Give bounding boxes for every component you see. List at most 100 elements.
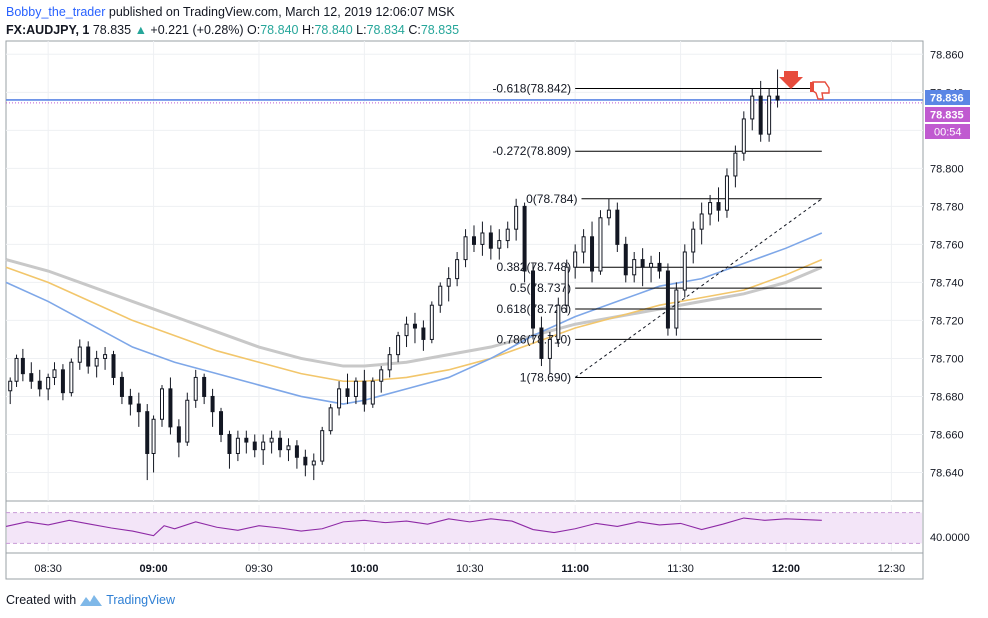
- candle-body: [539, 327, 544, 359]
- candle-body: [69, 361, 74, 394]
- candle-body: [128, 395, 133, 405]
- candle-body: [699, 213, 704, 230]
- candle-body: [353, 380, 358, 397]
- candle-body: [29, 373, 34, 382]
- candle-body: [404, 323, 409, 337]
- fib-level-label: -0.272(78.809): [492, 144, 571, 158]
- author-link[interactable]: Bobby_the_trader: [6, 5, 106, 19]
- candle-body: [185, 399, 190, 443]
- ma-orange-line: [5, 258, 823, 383]
- candle-body: [320, 430, 325, 462]
- last-price: 78.835: [92, 23, 132, 37]
- y-tick-label: 78.780: [930, 201, 964, 213]
- high-label: H:: [301, 23, 315, 37]
- candle-body: [77, 346, 82, 363]
- footer: Created with TradingView: [6, 593, 175, 607]
- candle-body: [581, 236, 586, 253]
- price-change: +0.221 (+0.28%): [150, 23, 244, 37]
- rsi-band: [7, 512, 922, 544]
- candle-body: [691, 228, 696, 253]
- candle-body: [219, 411, 224, 435]
- candle-body: [46, 376, 51, 390]
- fib-level-label: 0(78.784): [526, 192, 577, 206]
- ma-gray-line: [5, 258, 823, 368]
- candle-body: [471, 236, 476, 245]
- candle-body: [429, 304, 434, 340]
- fib-level-label: 1(78.690): [520, 370, 571, 384]
- candle-body: [412, 323, 417, 329]
- x-tick-label: 10:30: [456, 563, 484, 575]
- countdown-badge-text: 00:54: [934, 127, 962, 139]
- y-tick-label: 78.700: [930, 353, 964, 365]
- countdown-badge: [925, 124, 970, 139]
- time-axis[interactable]: 08:30 09:00 09:30 10:00 10:30 11:00 11:30 12:00…: [34, 563, 905, 575]
- candle-body: [446, 278, 451, 287]
- price-badges: 78.836 78.835 00:54 40.0000: [925, 90, 970, 544]
- candle-body: [176, 426, 181, 443]
- candle-body: [463, 236, 468, 261]
- candle-body: [674, 289, 679, 329]
- candle-body: [758, 95, 763, 135]
- x-tick-label: 09:30: [245, 563, 273, 575]
- candle-body: [665, 270, 670, 329]
- magenta-price-badge-text: 78.835: [930, 110, 964, 122]
- candle-body: [767, 95, 772, 135]
- thumbs-down-icon: [810, 81, 830, 100]
- fib-level-label: 0.5(78.737): [510, 281, 571, 295]
- candle-body: [151, 418, 156, 454]
- candle-body: [337, 388, 342, 409]
- high-value: 78.840: [314, 23, 353, 37]
- candle-body: [20, 357, 25, 375]
- price-axis[interactable]: 78.860 78.840 78.820 78.800 78.780 78.760 78.7…: [930, 49, 964, 479]
- candle-body: [136, 403, 141, 413]
- up-arrow-icon: ▲: [134, 23, 147, 37]
- candle-body: [682, 251, 687, 291]
- tradingview-link[interactable]: TradingView: [106, 593, 175, 607]
- candle-body: [522, 205, 527, 272]
- sell-signal-arrow-icon: [779, 71, 803, 89]
- fib-level-label: 0.786(78.710): [496, 332, 571, 346]
- moving-averages: [5, 232, 823, 405]
- symbol-name[interactable]: FX:AUDJPY, 1: [6, 23, 90, 37]
- x-tick-label: 11:30: [667, 563, 694, 575]
- candle-body: [497, 240, 502, 249]
- candle-body: [94, 357, 99, 367]
- candle-body: [269, 437, 274, 443]
- candle-body: [193, 376, 198, 401]
- candle-body: [286, 445, 291, 451]
- candle-body: [733, 152, 738, 177]
- candle-body: [488, 232, 493, 249]
- publish-info: published on TradingView.com, March 12, …: [108, 5, 455, 19]
- y-tick-label: 78.800: [930, 163, 964, 175]
- candle-body: [708, 202, 713, 215]
- candle-body: [649, 262, 654, 268]
- y-tick-label: 78.680: [930, 391, 964, 403]
- candle-body: [598, 217, 603, 272]
- close-label: C:: [408, 23, 421, 37]
- candle-body: [396, 335, 401, 356]
- candle-body: [60, 369, 65, 394]
- y-tick-label: 78.760: [930, 239, 964, 251]
- fibonacci-levels[interactable]: -0.618(78.842) -0.272(78.809) 0(78.784) 0.3…: [6, 82, 923, 385]
- candle-body: [168, 388, 173, 428]
- blue-price-badge: [925, 90, 970, 105]
- candle-body: [159, 388, 164, 420]
- candle-body: [362, 380, 367, 405]
- rsi-line: [5, 517, 822, 537]
- candle-body: [202, 376, 207, 397]
- candle-body: [421, 327, 426, 340]
- y-tick-label: 78.720: [930, 315, 964, 327]
- candle-body: [252, 441, 257, 451]
- candle-body: [775, 95, 780, 101]
- candle-body: [531, 270, 536, 329]
- x-tick-label: 12:00: [772, 563, 800, 575]
- magenta-price-badge: [925, 107, 970, 122]
- candle-body: [119, 376, 124, 397]
- candle-body: [632, 259, 637, 276]
- candle-body: [103, 354, 108, 359]
- y-tick-label: 78.740: [930, 277, 964, 289]
- open-value: 78.840: [260, 23, 299, 37]
- candle-body: [311, 460, 316, 466]
- candle-body: [145, 411, 150, 454]
